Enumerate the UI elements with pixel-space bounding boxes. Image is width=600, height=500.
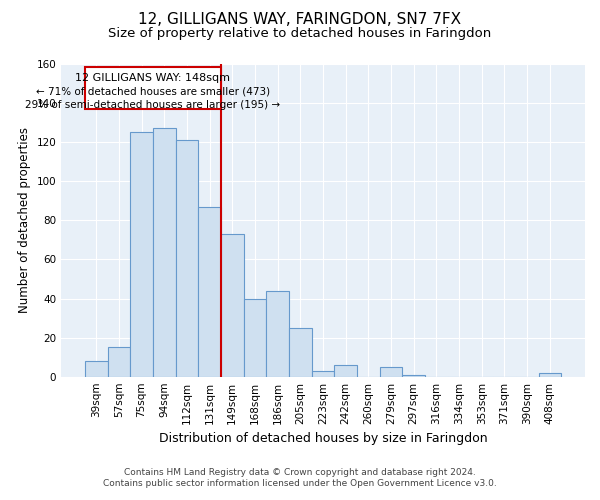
Bar	[311, 371, 334, 376]
Bar	[85, 361, 107, 376]
Bar	[198, 206, 221, 376]
Bar	[289, 328, 311, 376]
Bar	[539, 373, 561, 376]
X-axis label: Distribution of detached houses by size in Faringdon: Distribution of detached houses by size …	[159, 432, 487, 445]
Bar	[153, 128, 176, 376]
Text: ← 71% of detached houses are smaller (473): ← 71% of detached houses are smaller (47…	[36, 86, 270, 97]
Bar	[176, 140, 198, 376]
Bar	[334, 365, 357, 376]
Bar	[380, 367, 403, 376]
Bar	[403, 374, 425, 376]
Bar	[221, 234, 244, 376]
Bar	[266, 290, 289, 376]
FancyBboxPatch shape	[85, 67, 221, 109]
Bar	[107, 348, 130, 376]
Y-axis label: Number of detached properties: Number of detached properties	[18, 128, 31, 314]
Bar	[244, 298, 266, 376]
Bar	[130, 132, 153, 376]
Text: 29% of semi-detached houses are larger (195) →: 29% of semi-detached houses are larger (…	[25, 100, 280, 110]
Text: 12 GILLIGANS WAY: 148sqm: 12 GILLIGANS WAY: 148sqm	[76, 73, 230, 83]
Text: Contains HM Land Registry data © Crown copyright and database right 2024.
Contai: Contains HM Land Registry data © Crown c…	[103, 468, 497, 487]
Text: Size of property relative to detached houses in Faringdon: Size of property relative to detached ho…	[109, 28, 491, 40]
Text: 12, GILLIGANS WAY, FARINGDON, SN7 7FX: 12, GILLIGANS WAY, FARINGDON, SN7 7FX	[139, 12, 461, 28]
